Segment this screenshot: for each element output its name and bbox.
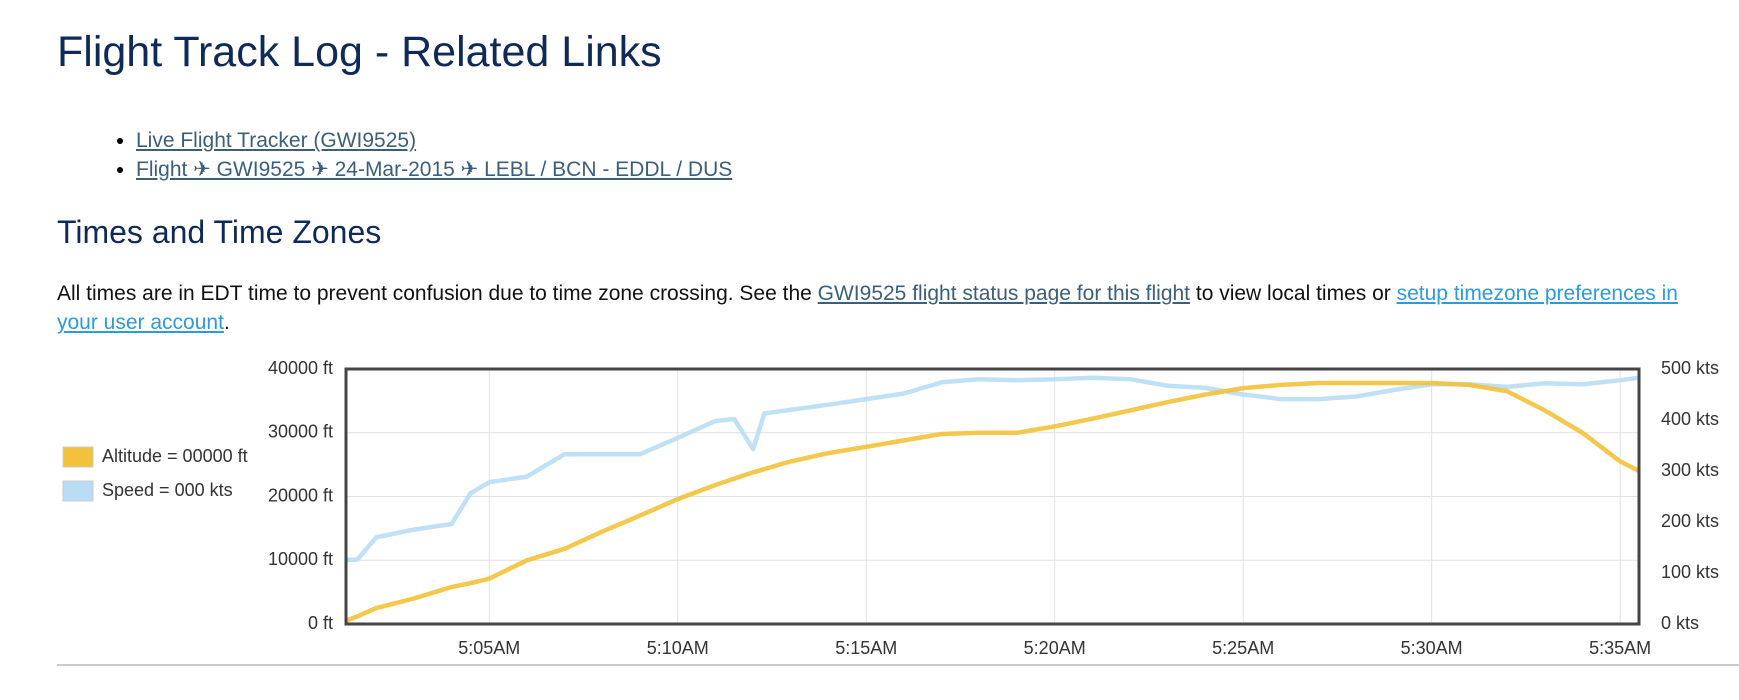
- series-line: [345, 380, 1641, 623]
- text: All times are in EDT time to prevent con…: [57, 282, 818, 305]
- y2-tick-label: 200 kts: [1661, 511, 1719, 531]
- y2-tick-label: 500 kts: [1661, 358, 1719, 378]
- link-list: Live Flight Tracker (GWI9525) Flight ✈ G…: [96, 126, 732, 184]
- link[interactable]: setup timezone preferences in your user …: [57, 282, 1678, 334]
- link[interactable]: Live Flight Tracker (GWI9525): [136, 129, 417, 152]
- legend-label: Speed = 000 kts: [102, 480, 233, 500]
- link-item: Flight ✈ GWI9525 ✈ 24-Mar-2015 ✈ LEBL / …: [136, 155, 732, 184]
- y-tick-label: 10000 ft: [268, 549, 333, 569]
- x-tick-label: 5:20AM: [1024, 638, 1086, 658]
- y-tick-label: 30000 ft: [268, 422, 333, 442]
- text: .: [223, 311, 230, 334]
- text: to view local times or: [1190, 282, 1397, 305]
- y2-tick-label: 0 kts: [1661, 613, 1699, 633]
- y2-tick-label: 400 kts: [1661, 409, 1719, 429]
- y2-tick-label: 100 kts: [1661, 562, 1719, 582]
- y-tick-label: 40000 ft: [268, 358, 333, 378]
- x-tick-label: 5:10AM: [647, 638, 709, 658]
- legend-swatch: [62, 480, 94, 502]
- link[interactable]: Flight ✈ GWI9525 ✈ 24-Mar-2015 ✈ LEBL / …: [136, 158, 733, 181]
- y2-tick-label: 300 kts: [1661, 460, 1719, 480]
- x-tick-label: 5:30AM: [1401, 638, 1463, 658]
- plot-border: [344, 367, 1641, 626]
- link[interactable]: GWI9525 flight status page for this flig…: [817, 282, 1191, 305]
- link-item: Live Flight Tracker (GWI9525): [136, 126, 732, 155]
- paragraph: All times are in EDT time to prevent con…: [57, 279, 1717, 337]
- x-tick-label: 5:15AM: [835, 638, 897, 658]
- page-title: Flight Track Log - Related Links: [57, 28, 662, 76]
- x-tick-label: 5:25AM: [1212, 638, 1274, 658]
- y-tick-label: 0 ft: [308, 613, 333, 633]
- section-title: Times and Time Zones: [57, 214, 382, 250]
- series-line: [346, 375, 1640, 562]
- x-tick-label: 5:35AM: [1589, 638, 1651, 658]
- legend-label: Altitude = 00000 ft: [102, 446, 248, 466]
- legend-swatch: [62, 446, 94, 468]
- y-tick-label: 20000 ft: [268, 485, 333, 505]
- x-tick-label: 5:05AM: [458, 638, 520, 658]
